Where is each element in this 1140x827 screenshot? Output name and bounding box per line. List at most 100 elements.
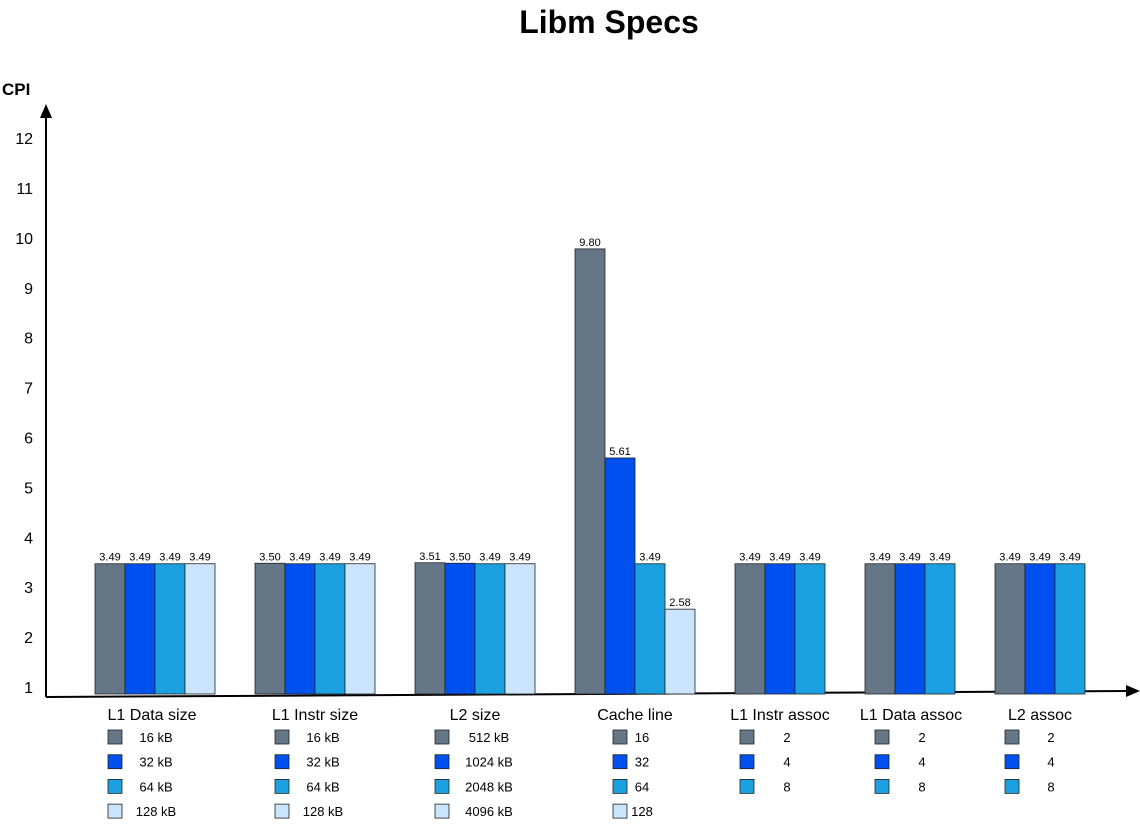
legend-swatch [434,754,450,770]
category-label: Cache line [597,707,673,724]
bar [794,563,826,695]
legend-swatch [434,779,450,794]
legend-swatch [874,754,890,770]
category-label: L2 assoc [1008,707,1072,724]
legend-label: 8 [918,779,925,794]
data-label: 3.49 [189,552,210,564]
x-axis-arrow [1126,685,1140,697]
data-label: 3.49 [99,552,120,564]
data-label: 3.49 [639,552,660,564]
category-label: L2 size [450,707,501,724]
bar [254,562,286,695]
bar [94,563,126,695]
data-label: 9.80 [579,237,600,249]
legend-label: 64 kB [306,779,339,794]
bar [284,563,316,695]
chart-title: Libm Specs [519,4,699,40]
bar [444,562,476,695]
legend-label: 1024 kB [465,755,513,770]
legend-label: 4 [918,755,925,770]
bar [314,563,346,695]
legend-label: 16 kB [306,730,339,745]
legend-swatch [612,779,628,794]
legend-label: 64 kB [139,779,172,794]
legend-label: 32 kB [139,755,172,770]
legend-swatch [1004,779,1020,794]
legend-label: 32 [635,755,649,770]
y-axis-label: CPI [2,80,30,99]
legend-swatch [739,754,755,770]
bar [154,563,186,695]
y-tick-label: 6 [24,431,33,448]
legend-swatch [1004,754,1020,770]
legend-label: 16 [635,730,649,745]
legend-label: 64 [635,779,649,794]
legend-swatch [274,803,290,819]
bar [894,563,926,695]
legend-label: 8 [1047,779,1054,794]
y-tick-label: 11 [16,181,33,198]
legend-swatch [274,729,290,745]
legend-swatch [739,779,755,794]
bar [994,563,1026,695]
category-label: L1 Data size [108,707,197,724]
legend-swatch [1004,729,1020,745]
legend-swatch [274,779,290,794]
bar [864,563,896,695]
data-label: 3.49 [1029,552,1050,564]
bars [94,248,1086,695]
legend-swatch [434,729,450,745]
legend-label: 128 [631,804,653,819]
data-label: 3.49 [1059,552,1080,564]
legend-swatch [434,803,450,819]
data-label: 3.51 [419,551,440,563]
y-tick-label: 1 [24,680,33,697]
data-label: 3.49 [999,552,1020,564]
y-tick-label: 9 [24,281,33,298]
y-tick-label: 8 [24,331,33,348]
legend-swatch [874,779,890,794]
legend-label: 4 [1047,755,1054,770]
legend-label: 4096 kB [465,804,513,819]
data-label: 3.49 [799,552,820,564]
data-labels: 3.49 3.49 3.49 3.49 3.50 3.49 3.49 3.49 3.51 3.50… [99,237,1080,609]
category-labels: L1 Data size L1 Instr size L2 size Cache li… [108,707,1072,724]
legend-label: 32 kB [306,755,339,770]
data-label: 3.49 [929,552,950,564]
bar [124,563,156,695]
legend-swatch [612,803,628,819]
legend-label: 2 [783,730,790,745]
bar [734,563,766,695]
bar [574,248,606,695]
bar [634,563,666,695]
legend-label: 4 [783,755,790,770]
legend-label: 512 kB [469,730,509,745]
bar [1054,563,1086,695]
bar [664,608,696,695]
legend-swatch [274,754,290,770]
legend-label: 2048 kB [465,779,513,794]
category-label: L1 Instr size [272,707,358,724]
bar [604,457,636,695]
data-label: 3.49 [869,552,890,564]
y-tick-label: 10 [15,231,33,248]
legend-label: 128 kB [136,804,176,819]
data-label: 3.49 [129,552,150,564]
legend-swatch [612,729,628,745]
bar [474,563,506,695]
legend-swatch [107,779,123,794]
data-label: 3.49 [899,552,920,564]
data-label: 3.49 [509,552,530,564]
data-label: 3.50 [449,551,470,563]
legend-label: 8 [783,779,790,794]
bar [504,563,536,695]
y-tick-label: 5 [24,480,33,497]
legend-swatch [107,754,123,770]
y-tick-label: 12 [15,131,33,148]
data-label: 2.58 [669,597,690,609]
category-label: L1 Data assoc [860,707,962,724]
y-tick-label: 4 [24,530,33,547]
category-label: L1 Instr assoc [730,707,830,724]
y-axis-arrow [40,104,52,118]
